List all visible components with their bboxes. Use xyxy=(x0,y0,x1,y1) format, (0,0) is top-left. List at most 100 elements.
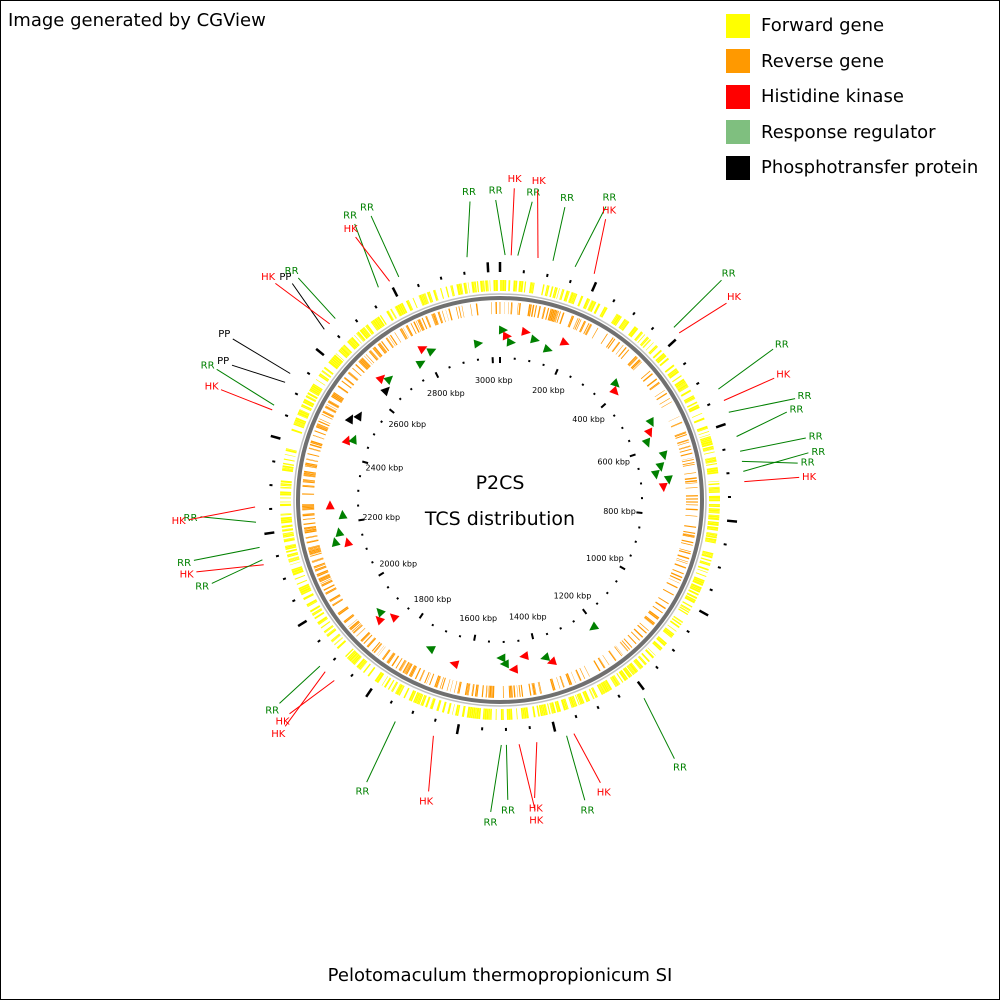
forward-gene-block xyxy=(577,295,584,307)
forward-gene-block xyxy=(644,649,655,659)
ruler-major-tick xyxy=(378,571,385,577)
reverse-gene-block xyxy=(649,382,660,391)
rr-arrow xyxy=(610,378,620,388)
forward-gene-block xyxy=(708,503,720,506)
reverse-gene-block xyxy=(305,535,318,539)
reverse-gene-block xyxy=(388,336,396,347)
forward-gene-block xyxy=(678,608,689,616)
forward-gene-block xyxy=(628,326,637,337)
reverse-gene-block xyxy=(548,308,554,321)
forward-gene-block xyxy=(649,346,659,355)
reverse-gene-block xyxy=(347,373,358,382)
rr-callout-label: RR xyxy=(811,447,825,458)
forward-gene-block xyxy=(523,707,527,719)
reverse-gene-block xyxy=(611,341,620,352)
forward-gene-block xyxy=(335,353,345,362)
forward-gene-block xyxy=(708,505,720,508)
forward-gene-block xyxy=(376,672,385,684)
reverse-gene-block xyxy=(316,424,328,431)
forward-gene-block xyxy=(321,370,331,378)
rr-callout-label: RR xyxy=(462,187,476,198)
forward-gene-block xyxy=(328,360,339,370)
forward-gene-block xyxy=(590,301,597,313)
forward-gene-block xyxy=(707,471,719,475)
rr-callout-label: RR xyxy=(265,706,279,717)
rr-callout-line xyxy=(200,516,257,523)
forward-gene-block xyxy=(572,293,578,305)
forward-gene-block xyxy=(708,480,720,483)
reverse-gene-block xyxy=(619,642,628,652)
reverse-gene-block xyxy=(388,653,396,664)
rr-arrow xyxy=(650,469,660,480)
forward-gene-swatch xyxy=(726,13,750,38)
hk-callout-label: HK xyxy=(275,716,290,727)
reverse-gene-block xyxy=(441,310,446,323)
reverse-gene-block xyxy=(530,304,535,317)
reverse-gene-block xyxy=(325,587,337,594)
forward-gene-block xyxy=(421,695,427,707)
ruler-minor-tick xyxy=(386,585,390,589)
pp-arrow xyxy=(353,411,362,422)
reverse-gene-block xyxy=(583,322,590,335)
reverse-gene-block xyxy=(341,380,352,389)
reverse-gene-block xyxy=(630,631,641,641)
reverse-gene-block xyxy=(303,474,316,477)
forward-gene-block xyxy=(407,299,414,311)
forward-gene-block xyxy=(323,367,333,375)
reverse-gene-block xyxy=(608,650,617,662)
forward-gene-block xyxy=(391,308,398,319)
forward-gene-block xyxy=(571,696,577,707)
rr-callout-line xyxy=(211,559,263,584)
reverse-gene-block xyxy=(426,672,432,684)
tick-label-800: 800 kbp xyxy=(603,507,636,516)
reverse-gene-block xyxy=(674,563,687,569)
forward-gene-block xyxy=(474,281,477,293)
reverse-gene-block xyxy=(337,385,349,394)
hk-callout-line xyxy=(428,735,434,792)
forward-gene-block xyxy=(456,283,461,296)
reverse-gene-block xyxy=(377,343,386,354)
forward-gene-block xyxy=(706,469,719,473)
reverse-gene-block xyxy=(332,393,344,401)
hk-callout-line xyxy=(188,506,256,521)
ruler-minor-tick xyxy=(614,579,618,583)
forward-gene-block xyxy=(372,319,381,330)
forward-gene-block xyxy=(704,540,716,544)
reverse-gene-block xyxy=(654,390,665,398)
forward-gene-block xyxy=(686,592,698,600)
reverse-gene-block xyxy=(434,313,439,325)
forward-gene-block xyxy=(386,310,394,322)
forward-gene-block xyxy=(281,524,293,528)
forward-gene-block xyxy=(472,707,476,719)
rr-callout-line xyxy=(566,735,586,801)
reverse-gene-block xyxy=(409,665,417,677)
ruler-major-tick xyxy=(418,612,424,619)
reverse-gene-block xyxy=(371,641,381,652)
reverse-gene-block xyxy=(425,316,431,328)
forward-gene-block xyxy=(300,405,312,412)
reverse-gene-block xyxy=(685,498,698,500)
forward-gene-block xyxy=(708,509,720,512)
forward-gene-block xyxy=(702,445,714,450)
reverse-gene-block xyxy=(684,525,697,528)
reverse-gene-block xyxy=(672,568,684,575)
forward-gene-block xyxy=(283,537,295,541)
reverse-gene-block xyxy=(319,575,331,582)
tick-label-1200: 1200 kbp xyxy=(554,592,592,601)
reverse-gene-block xyxy=(533,682,537,695)
forward-gene-block xyxy=(293,421,305,427)
forward-gene-block xyxy=(292,569,304,576)
forward-gene-block xyxy=(545,703,548,715)
forward-gene-block xyxy=(397,304,405,316)
forward-gene-block xyxy=(543,704,548,716)
reverse-gene-block xyxy=(518,684,521,698)
reverse-gene-block xyxy=(551,309,557,322)
forward-gene-block xyxy=(408,690,415,701)
reverse-gene-block xyxy=(682,534,695,538)
forward-gene-block xyxy=(614,316,622,327)
forward-gene-block xyxy=(391,681,398,692)
reverse-gene-block xyxy=(405,663,413,675)
forward-gene-block xyxy=(331,634,341,643)
reverse-gene-block xyxy=(574,318,581,330)
reverse-gene-block xyxy=(369,350,379,360)
